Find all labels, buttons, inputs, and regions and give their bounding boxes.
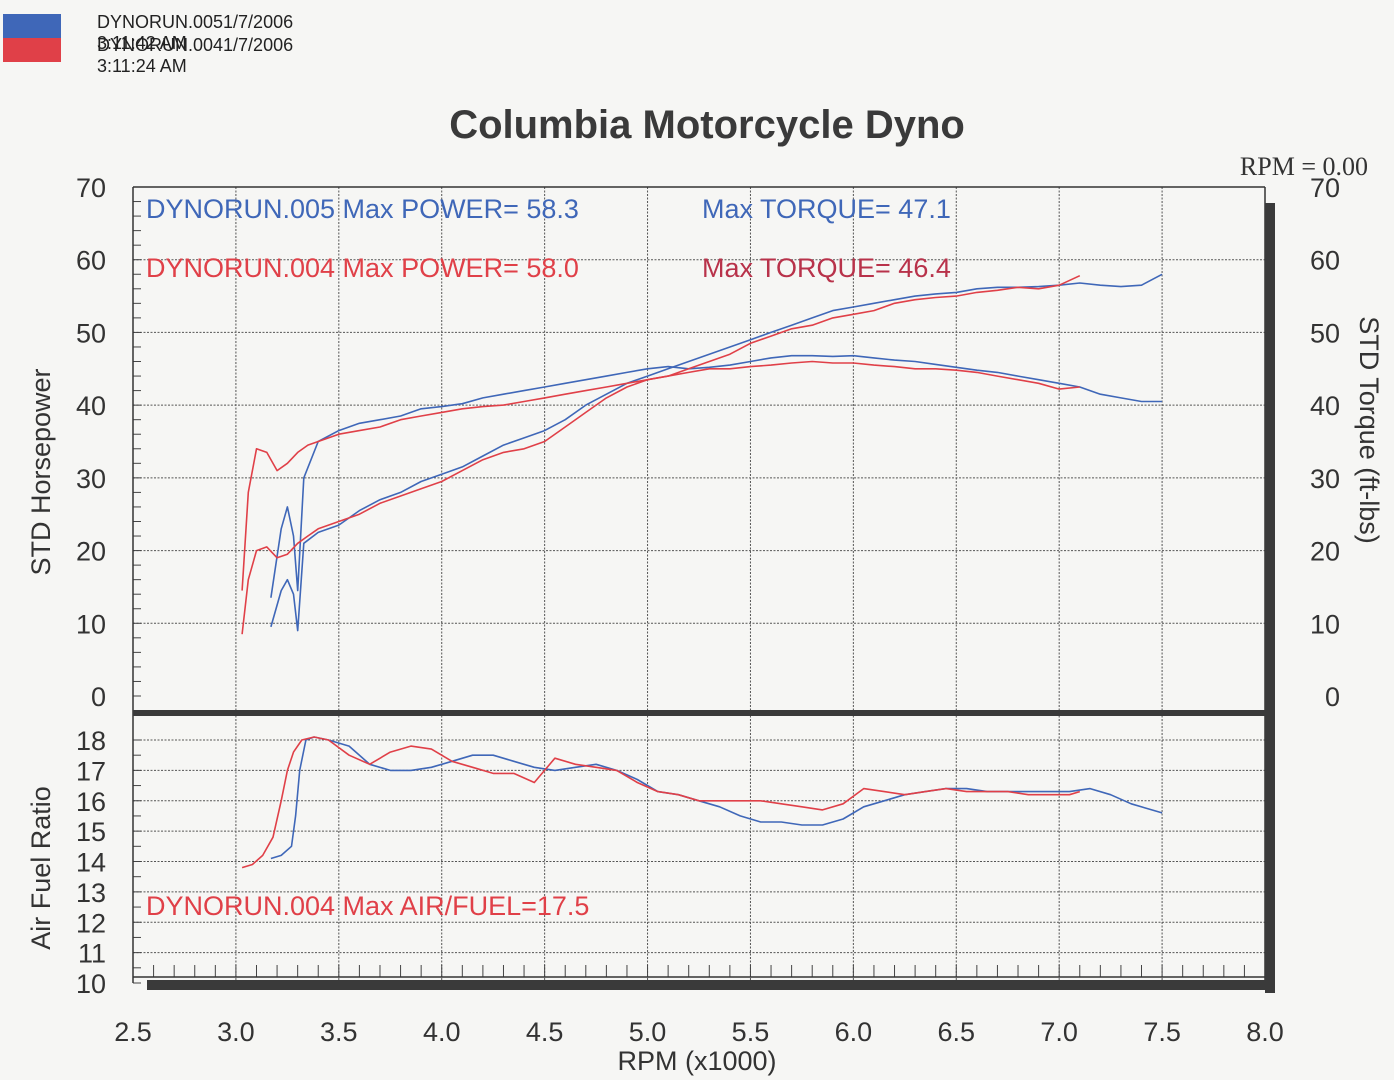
ytick-label-left: 20 (76, 537, 106, 567)
ytick-label-afr: 18 (76, 726, 106, 756)
annotation-run004-power: DYNORUN.004 Max POWER= 58.0 (146, 253, 579, 283)
xtick-label: 4.0 (423, 1017, 461, 1047)
xlabel-rpm: RPM (x1000) (617, 1046, 776, 1076)
series-line-dynorun-004-afr (241, 736, 1081, 869)
run-swatch-blue (3, 14, 61, 38)
ytick-label-left: 50 (76, 318, 106, 348)
xtick-label: 7.5 (1143, 1017, 1181, 1047)
ytick-label-right: 70 (1310, 173, 1340, 203)
ytick-label-left: 60 (76, 246, 106, 276)
series-line-dynorun-004-power (241, 274, 1081, 635)
series-line-dynorun-005-torque (270, 354, 1163, 598)
xtick-label: 2.5 (114, 1017, 152, 1047)
ytick-label-afr: 17 (76, 756, 106, 786)
ytick-label-right: 20 (1310, 537, 1340, 567)
ytick-label-afr: 13 (76, 878, 106, 908)
annotation-run004-torque: Max TORQUE= 46.4 (702, 253, 951, 283)
bottom-shadow-bar (147, 980, 1275, 990)
rpm-readout: RPM = 0.00 (1240, 152, 1368, 181)
ylabel-torque: STD Torque (ft-lbs) (1354, 316, 1384, 544)
series-line-dynorun-005-power (270, 273, 1163, 632)
xtick-label: 5.0 (629, 1017, 667, 1047)
ytick-label-afr: 10 (76, 969, 106, 999)
ytick-label-left: 30 (76, 464, 106, 494)
xtick-label: 3.5 (320, 1017, 358, 1047)
annotation-run005-power: DYNORUN.005 Max POWER= 58.3 (146, 194, 579, 224)
xtick-label: 6.5 (937, 1017, 975, 1047)
xtick-label: 5.5 (732, 1017, 770, 1047)
ytick-label-right: 0 (1325, 682, 1340, 712)
series-line-dynorun-004-torque (241, 360, 1080, 591)
ytick-label-left: 10 (76, 609, 106, 639)
ytick-label-left: 0 (91, 682, 106, 712)
chart-title: Columbia Motorcycle Dyno (449, 103, 965, 147)
plot-frame (132, 186, 1275, 993)
run-swatch (3, 14, 61, 62)
xtick-label: 8.0 (1246, 1017, 1284, 1047)
axis-ticks (132, 186, 1266, 984)
ytick-label-afr: 14 (76, 848, 106, 878)
ytick-label-right: 60 (1310, 246, 1340, 276)
ylabel-afr: Air Fuel Ratio (26, 786, 56, 950)
run-label-004: DYNORUN.0041/7/2006 3:11:24 AM (97, 35, 294, 76)
ytick-label-afr: 12 (76, 908, 106, 938)
run-swatch-red (3, 38, 61, 62)
ytick-label-right: 50 (1310, 318, 1340, 348)
xtick-label: 3.0 (217, 1017, 255, 1047)
xtick-label: 7.0 (1040, 1017, 1078, 1047)
annotation-run004-afr: DYNORUN.004 Max AIR/FUEL=17.5 (146, 891, 589, 921)
right-shadow-bar (1265, 203, 1275, 993)
ytick-label-afr: 15 (76, 817, 106, 847)
xtick-label: 4.5 (526, 1017, 564, 1047)
series-line-dynorun-005-afr (270, 736, 1163, 860)
ytick-label-right: 40 (1310, 391, 1340, 421)
ytick-label-right: 30 (1310, 464, 1340, 494)
grid (133, 187, 1265, 983)
ytick-label-afr: 16 (76, 787, 106, 817)
ytick-label-left: 70 (76, 173, 106, 203)
ylabel-horsepower: STD Horsepower (26, 368, 56, 575)
ytick-label-left: 40 (76, 391, 106, 421)
ytick-label-right: 10 (1310, 609, 1340, 639)
ytick-label-afr: 11 (78, 939, 106, 969)
annotation-run005-torque: Max TORQUE= 47.1 (702, 194, 951, 224)
panel-divider (133, 710, 1265, 716)
run-label-005: DYNORUN.0051/7/2006 3:11:42 AM (97, 12, 294, 53)
xtick-label: 6.0 (835, 1017, 873, 1047)
series-lines (241, 273, 1163, 869)
